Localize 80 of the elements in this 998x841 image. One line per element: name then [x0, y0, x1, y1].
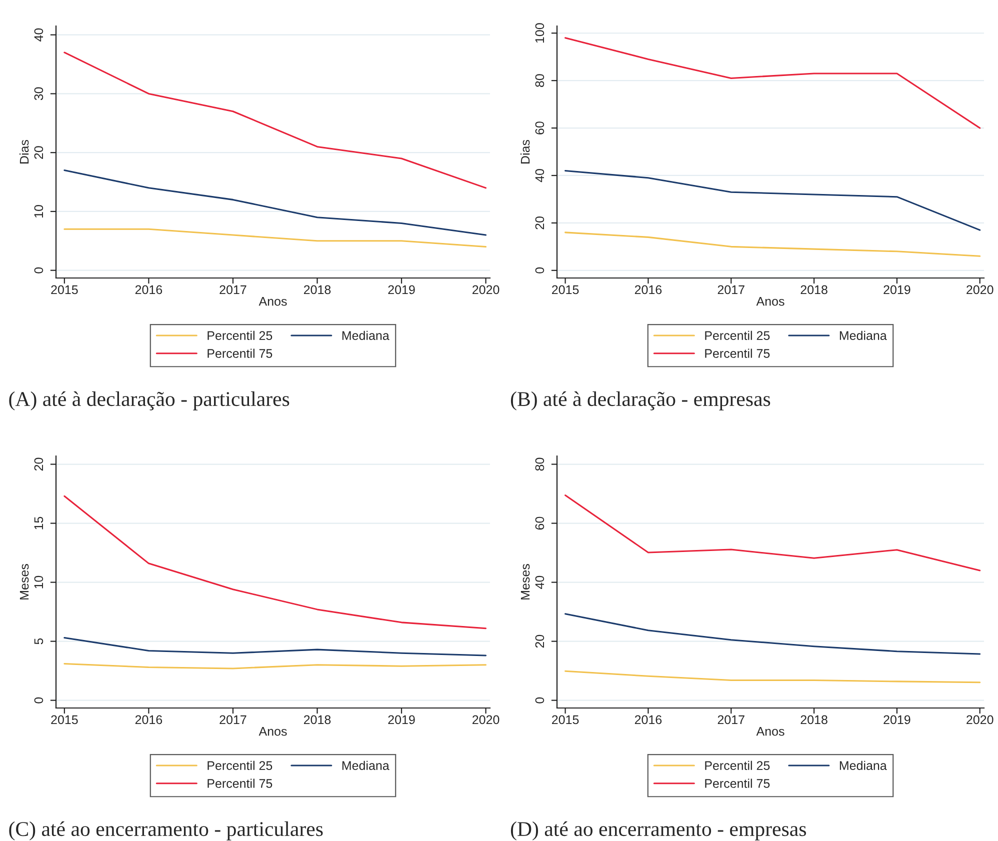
legend-label: Percentil 25: [705, 760, 770, 770]
x-axis-title: Anos: [756, 297, 784, 306]
x-tick-label: 2015: [51, 715, 78, 724]
x-tick-label: 2019: [388, 715, 415, 724]
line-series: [64, 495, 487, 630]
text: (B) até à declaração - empresas: [510, 391, 770, 410]
x-tick-label: 2019: [884, 715, 910, 724]
x-tick-label: 2016: [634, 285, 662, 294]
x-tick-label: 2015: [51, 285, 78, 294]
x-tick-label: 2017: [718, 285, 744, 294]
legend-label: Percentil 25: [208, 760, 272, 770]
x-tick-label: 2020: [966, 285, 994, 294]
x-tick-label: 2017: [718, 715, 744, 724]
y-tick-label: 100: [535, 23, 544, 43]
x-tick-label: 2015: [552, 285, 579, 294]
y-axis-title: Meses: [520, 564, 530, 600]
y-tick-label: 80: [535, 74, 544, 87]
y-axis-title: Dias: [520, 140, 530, 164]
y-tick-label: 20: [535, 216, 544, 230]
legend-label: Percentil 75: [705, 348, 770, 358]
legend-label: Percentil 75: [208, 348, 272, 358]
y-tick-label: 80: [535, 458, 544, 471]
y-tick-label: 40: [535, 576, 544, 589]
x-tick-label: 2020: [472, 285, 500, 294]
legend-label: Mediana: [342, 330, 390, 340]
legend-label: Percentil 75: [208, 778, 272, 788]
y-tick-label: 40: [535, 169, 544, 182]
y-tick-label: 60: [535, 516, 544, 530]
x-tick-label: 2017: [220, 285, 246, 294]
text: (C) até ao encerramento - particulares: [9, 821, 323, 840]
x-tick-label: 2018: [800, 715, 828, 724]
y-tick-label: 0: [535, 267, 544, 274]
y-tick-label: 0: [34, 697, 44, 704]
legend-label: Mediana: [342, 760, 390, 770]
line-series: [564, 494, 981, 572]
y-tick-label: 5: [34, 638, 44, 644]
text: (D) até ao encerramento - empresas: [510, 821, 806, 840]
legend-label: Percentil 75: [705, 778, 770, 788]
y-tick-label: 0: [34, 267, 44, 274]
legend-label: Mediana: [840, 330, 887, 340]
x-axis-title: Anos: [258, 297, 287, 306]
x-tick-label: 2018: [800, 285, 828, 294]
x-tick-label: 2018: [304, 715, 331, 724]
line-series: [64, 52, 487, 189]
x-tick-label: 2020: [472, 715, 500, 724]
text: (A) até à declaração - particulares: [9, 391, 290, 410]
y-tick-label: 30: [34, 87, 44, 100]
line-series: [564, 613, 981, 655]
line-series: [64, 637, 487, 656]
y-tick-label: 60: [535, 122, 544, 134]
y-tick-label: 20: [34, 146, 44, 159]
y-tick-label: 10: [34, 576, 44, 588]
x-tick-label: 2018: [304, 285, 331, 294]
legend-label: Percentil 25: [705, 330, 770, 340]
x-tick-label: 2017: [220, 715, 246, 724]
y-axis-title: Meses: [20, 564, 29, 600]
line-series: [564, 670, 981, 684]
line-series: [564, 37, 981, 129]
legend-label: Percentil 25: [208, 330, 272, 340]
line-series: [564, 170, 981, 231]
line-series: [64, 228, 487, 248]
x-tick-label: 2016: [135, 715, 162, 724]
x-tick-label: 2019: [884, 285, 910, 294]
y-tick-label: 0: [535, 697, 544, 704]
x-axis-title: Anos: [258, 727, 287, 736]
y-tick-label: 15: [34, 516, 44, 530]
y-tick-label: 40: [34, 28, 44, 42]
x-axis-title: Anos: [756, 727, 784, 736]
y-tick-label: 20: [535, 634, 544, 648]
y-tick-label: 10: [34, 205, 44, 218]
y-axis-title: Dias: [20, 140, 29, 164]
legend-label: Mediana: [840, 760, 887, 770]
x-tick-label: 2019: [388, 285, 415, 294]
x-tick-label: 2016: [135, 285, 162, 294]
x-tick-label: 2015: [552, 715, 579, 724]
x-tick-label: 2020: [966, 715, 994, 724]
line-series: [64, 169, 487, 236]
line-series: [564, 232, 981, 257]
x-tick-label: 2016: [634, 715, 662, 724]
y-tick-label: 20: [34, 458, 44, 471]
